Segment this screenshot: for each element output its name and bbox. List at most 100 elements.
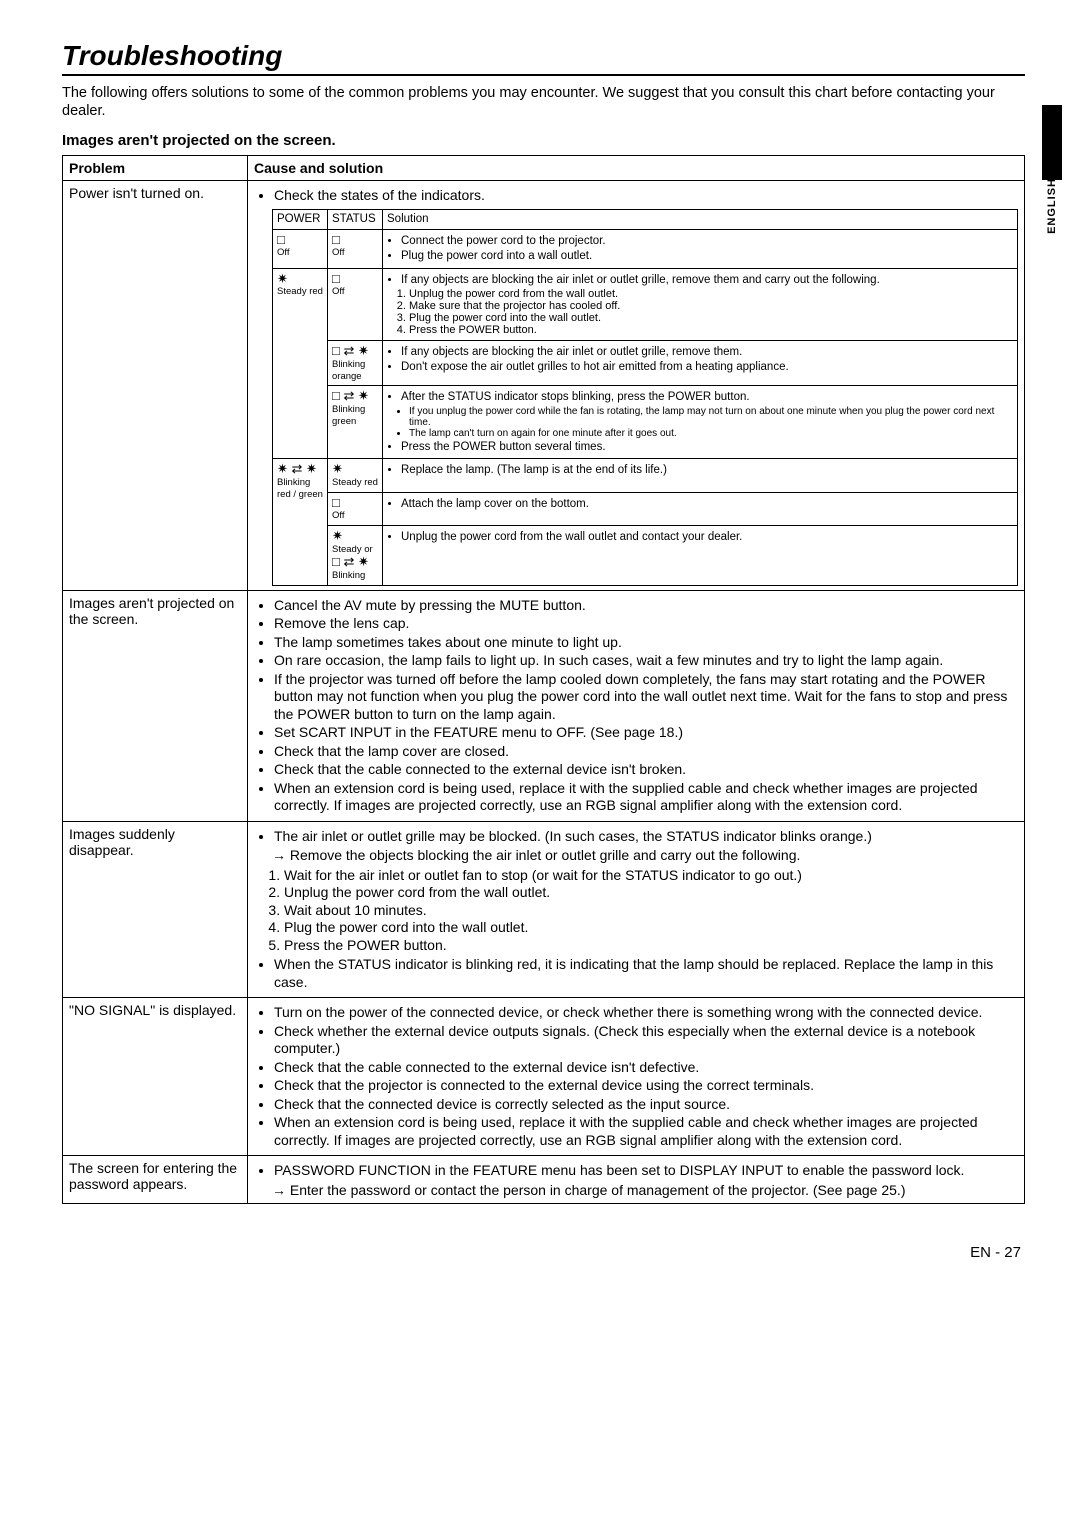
- list-item: Don't expose the air outlet grilles to h…: [401, 360, 1013, 374]
- indicator-solution: After the STATUS indicator stops blinkin…: [383, 386, 1018, 459]
- list-item: Unplug the power cord from the wall outl…: [409, 288, 1013, 300]
- indicator-solution: Unplug the power cord from the wall outl…: [383, 526, 1018, 586]
- indicator-solution: Connect the power cord to the projector.…: [383, 229, 1018, 268]
- indicator-icon: ✷ ⇄ ✷: [277, 462, 317, 475]
- header-problem: Problem: [63, 156, 248, 181]
- list-item: Press the POWER button.: [284, 937, 1018, 955]
- ind-header-power: POWER: [273, 209, 328, 229]
- page-title: Troubleshooting: [62, 40, 1025, 76]
- status-state: □Off: [328, 229, 383, 268]
- list-item: Plug the power cord into the wall outlet…: [284, 919, 1018, 937]
- power-state: ✷Steady red: [273, 268, 328, 458]
- problem-cell: Power isn't turned on.: [63, 181, 248, 591]
- list-item: On rare occasion, the lamp fails to ligh…: [274, 652, 1018, 670]
- troubleshooting-table: Problem Cause and solution Power isn't t…: [62, 155, 1025, 1204]
- problem-cell: "NO SIGNAL" is displayed.: [63, 998, 248, 1156]
- ind-header-status: STATUS: [328, 209, 383, 229]
- status-state: □Off: [328, 492, 383, 525]
- status-state: □Off: [328, 268, 383, 340]
- indicator-solution: Replace the lamp. (The lamp is at the en…: [383, 459, 1018, 492]
- indicator-icon: ✷: [277, 272, 288, 285]
- cause-cell: Cancel the AV mute by pressing the MUTE …: [248, 590, 1025, 821]
- list-item: The air inlet or outlet grille may be bl…: [274, 828, 1018, 846]
- language-tab-text: ENGLISH: [1046, 178, 1058, 234]
- language-tab-bar: [1042, 105, 1062, 180]
- list-item: Plug the power cord into the wall outlet…: [409, 312, 1013, 324]
- indicator-row: ✷Steady red□OffIf any objects are blocki…: [273, 268, 1018, 340]
- list-item: Check the states of the indicators.: [274, 187, 1018, 205]
- problem-cell: The screen for entering the password app…: [63, 1156, 248, 1204]
- list-item: Cancel the AV mute by pressing the MUTE …: [274, 597, 1018, 615]
- indicator-icon: ✷: [332, 462, 343, 475]
- list-item: Turn on the power of the connected devic…: [274, 1004, 1018, 1022]
- list-item: When an extension cord is being used, re…: [274, 780, 1018, 815]
- indicator-solution: Attach the lamp cover on the bottom.: [383, 492, 1018, 525]
- problem-cell: Images aren't projected on the screen.: [63, 590, 248, 821]
- indicator-icon: □: [332, 272, 340, 285]
- arrow-instruction: → Enter the password or contact the pers…: [272, 1182, 1018, 1200]
- list-item: Check that the cable connected to the ex…: [274, 1059, 1018, 1077]
- indicator-icon: □: [277, 233, 285, 246]
- indicator-row: □ ⇄ ✷Blinking greenAfter the STATUS indi…: [273, 386, 1018, 459]
- table-row: The screen for entering the password app…: [63, 1156, 1025, 1204]
- ind-header-solution: Solution: [383, 209, 1018, 229]
- indicator-table: POWERSTATUSSolution□Off□OffConnect the p…: [272, 209, 1018, 586]
- indicator-icon: ✷: [332, 529, 343, 542]
- list-item: Unplug the power cord from the wall outl…: [284, 884, 1018, 902]
- indicator-row: ✷ ⇄ ✷Blinking red / green✷Steady redRepl…: [273, 459, 1018, 492]
- indicator-row: □Off□OffConnect the power cord to the pr…: [273, 229, 1018, 268]
- intro-text: The following offers solutions to some o…: [62, 84, 1025, 120]
- list-item: If any objects are blocking the air inle…: [401, 273, 1013, 287]
- indicator-row: □ ⇄ ✷Blinking orange If any objects are b…: [273, 341, 1018, 386]
- list-item: If any objects are blocking the air inle…: [401, 345, 1013, 359]
- list-item: Wait about 10 minutes.: [284, 902, 1018, 920]
- list-item: Check that the projector is connected to…: [274, 1077, 1018, 1095]
- page-footer: EN - 27: [62, 1244, 1025, 1261]
- status-state: □ ⇄ ✷Blinking orange: [328, 341, 383, 386]
- list-item: Plug the power cord into a wall outlet.: [401, 249, 1013, 263]
- list-item: Remove the lens cap.: [274, 615, 1018, 633]
- section-heading: Images aren't projected on the screen.: [62, 132, 1025, 149]
- list-item: If you unplug the power cord while the f…: [409, 406, 1013, 428]
- list-item: PASSWORD FUNCTION in the FEATURE menu ha…: [274, 1162, 1018, 1180]
- list-item: Press the POWER button several times.: [401, 440, 1013, 454]
- list-item: Replace the lamp. (The lamp is at the en…: [401, 463, 1013, 477]
- list-item: Set SCART INPUT in the FEATURE menu to O…: [274, 724, 1018, 742]
- list-item: When an extension cord is being used, re…: [274, 1114, 1018, 1149]
- arrow-instruction: → Remove the objects blocking the air in…: [272, 847, 1018, 865]
- table-row: Power isn't turned on.Check the states o…: [63, 181, 1025, 591]
- list-item: Press the POWER button.: [409, 324, 1013, 336]
- list-item: Check that the cable connected to the ex…: [274, 761, 1018, 779]
- list-item: Attach the lamp cover on the bottom.: [401, 497, 1013, 511]
- list-item: Check whether the external device output…: [274, 1023, 1018, 1058]
- list-item: Unplug the power cord from the wall outl…: [401, 530, 1013, 544]
- header-cause: Cause and solution: [248, 156, 1025, 181]
- list-item: Check that the lamp cover are closed.: [274, 743, 1018, 761]
- list-item: Check that the connected device is corre…: [274, 1096, 1018, 1114]
- power-state: ✷ ⇄ ✷Blinking red / green: [273, 459, 328, 586]
- list-item: The lamp can't turn on again for one min…: [409, 428, 1013, 439]
- indicator-row: ✷Steady or□ ⇄ ✷Blinking Unplug the power …: [273, 526, 1018, 586]
- list-item: If the projector was turned off before t…: [274, 671, 1018, 724]
- table-row: Images suddenly disappear. The air inlet …: [63, 821, 1025, 998]
- list-item: Wait for the air inlet or outlet fan to …: [284, 867, 1018, 885]
- indicator-icon: □: [332, 233, 340, 246]
- indicator-row: □Off Attach the lamp cover on the bottom.: [273, 492, 1018, 525]
- indicator-icon: □ ⇄ ✷: [332, 389, 369, 402]
- indicator-icon: □ ⇄ ✷: [332, 555, 369, 568]
- status-state: □ ⇄ ✷Blinking green: [328, 386, 383, 459]
- problem-cell: Images suddenly disappear.: [63, 821, 248, 998]
- indicator-solution: If any objects are blocking the air inle…: [383, 341, 1018, 386]
- table-row: "NO SIGNAL" is displayed. Turn on the pow…: [63, 998, 1025, 1156]
- status-state: ✷Steady red: [328, 459, 383, 492]
- indicator-solution: If any objects are blocking the air inle…: [383, 268, 1018, 340]
- cause-cell: PASSWORD FUNCTION in the FEATURE menu ha…: [248, 1156, 1025, 1204]
- status-state: ✷Steady or□ ⇄ ✷Blinking: [328, 526, 383, 586]
- indicator-icon: □ ⇄ ✷: [332, 344, 369, 357]
- cause-cell: Check the states of the indicators. POWER…: [248, 181, 1025, 591]
- list-item: The lamp sometimes takes about one minut…: [274, 634, 1018, 652]
- table-row: Images aren't projected on the screen. Ca…: [63, 590, 1025, 821]
- list-item: Connect the power cord to the projector.: [401, 234, 1013, 248]
- list-item: When the STATUS indicator is blinking re…: [274, 956, 1018, 991]
- indicator-icon: □: [332, 496, 340, 509]
